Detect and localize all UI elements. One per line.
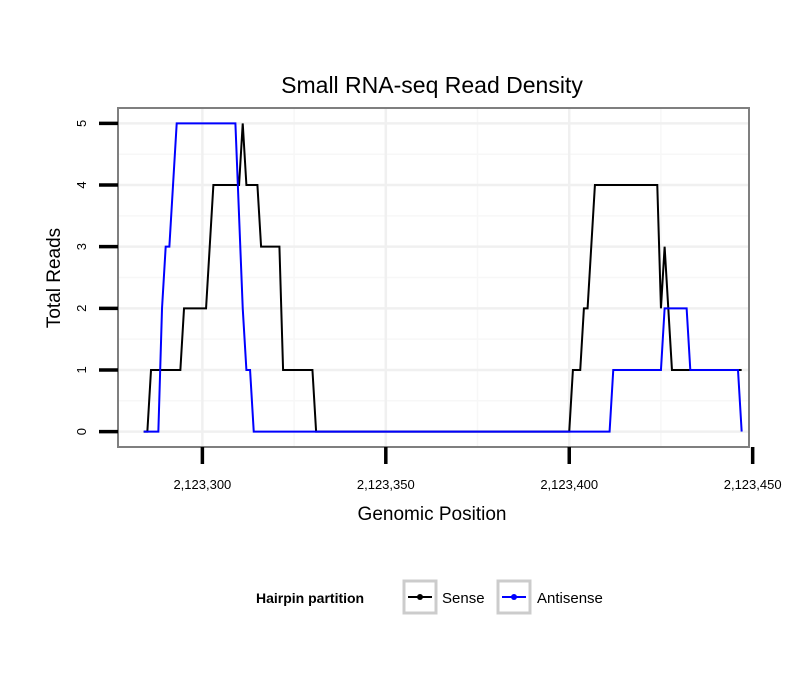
legend-key-point [511,594,517,600]
series-line-sense [143,123,742,433]
y-tick-label: 2 [74,305,89,312]
legend-item-antisense: Antisense [496,579,603,615]
x-tick-label: 2,123,300 [173,477,231,492]
y-tick-label: 5 [74,120,89,127]
y-axis-title: Total Reads [44,228,65,328]
y-tick-label: 4 [74,181,89,188]
x-tick-label: 2,123,350 [357,477,415,492]
legend-label: Antisense [537,590,603,607]
legend-label: Sense [442,590,485,607]
panel-border [117,107,750,448]
y-tick-label: 1 [74,366,89,373]
y-tick-label: 0 [74,428,89,435]
plot-panel [117,107,750,448]
legend-item-sense: Sense [402,579,485,615]
x-tick-label: 2,123,400 [540,477,598,492]
legend: Hairpin partition Sense Antisense [256,579,603,615]
x-axis-title: Genomic Position [358,504,507,525]
series-line-antisense [143,122,743,433]
legend-title: Hairpin partition [256,590,364,606]
x-tick-label: 2,123,450 [724,477,782,492]
legend-key-point [417,594,423,600]
y-tick-label: 3 [74,243,89,250]
chart-title: Small RNA-seq Read Density [281,72,583,98]
